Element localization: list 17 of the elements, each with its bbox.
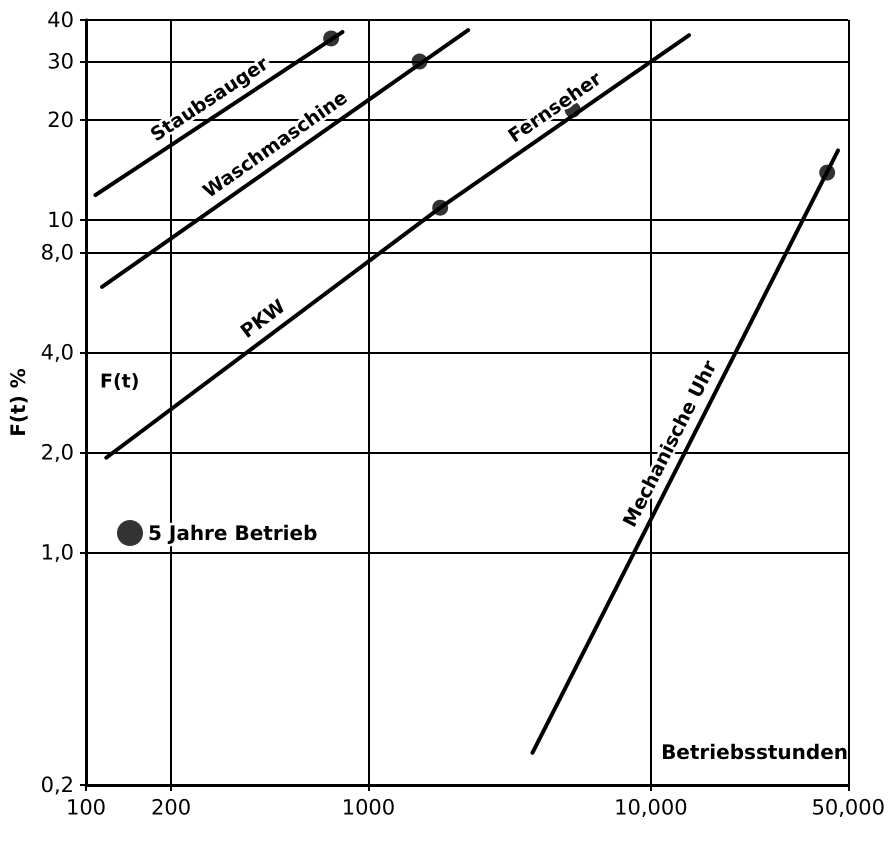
y-tick-label: 2,0: [40, 440, 74, 465]
y-tick-label: 20: [47, 108, 74, 132]
y-tick-label: 8,0: [40, 240, 74, 264]
y-axis-title: F(t) %: [6, 368, 30, 437]
x-tick-label: 10,000: [614, 796, 688, 820]
y-tick-label: 30: [47, 50, 74, 74]
y-tick-label: 10: [47, 208, 74, 232]
y-tick-label: 40: [47, 8, 74, 32]
y-tick-label: 0,2: [40, 773, 74, 797]
x-axis-title: Betriebsstunden: [661, 740, 848, 764]
x-tick-label: 200: [150, 796, 192, 820]
y-tick-label: 1,0: [40, 540, 74, 565]
x-tick-label: 50,000: [812, 796, 886, 820]
annotation: F(t): [100, 370, 140, 392]
x-tick-label: 1000: [342, 796, 396, 820]
y-tick-label: 4,0: [40, 340, 74, 364]
x-tick-label: 100: [66, 796, 106, 820]
